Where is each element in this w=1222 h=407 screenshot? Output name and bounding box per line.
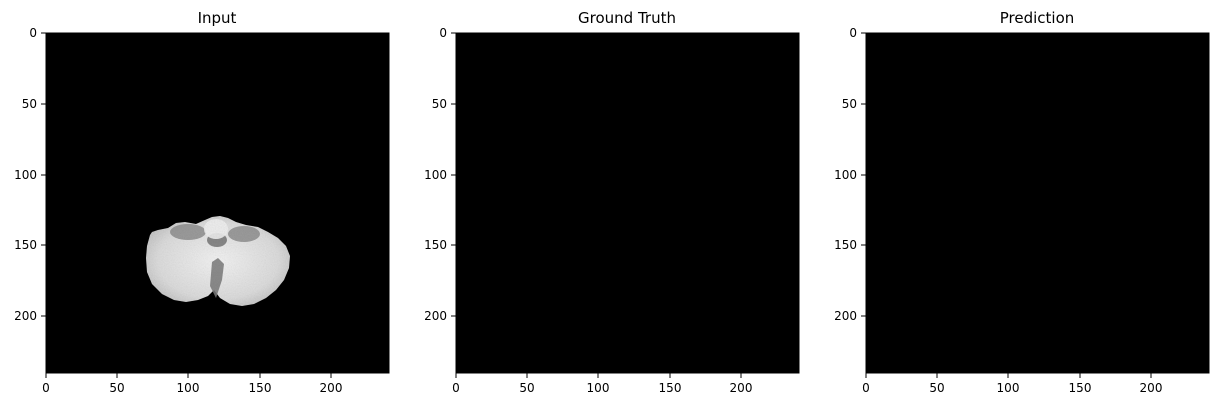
y-tick-label: 50 <box>22 97 37 111</box>
y-tick-label: 100 <box>834 168 857 182</box>
y-tick-label: 0 <box>849 26 857 40</box>
x-tick-label: 50 <box>109 381 124 395</box>
x-tick-label: 50 <box>929 381 944 395</box>
prediction-x-axis: 0 50 100 150 200 <box>862 373 1162 395</box>
y-tick-label: 0 <box>439 26 447 40</box>
prediction-axes-frame <box>865 32 1210 374</box>
x-tick-label: 150 <box>1069 381 1092 395</box>
x-tick-label: 50 <box>519 381 534 395</box>
y-tick-label: 200 <box>424 309 447 323</box>
x-tick-label: 100 <box>587 381 610 395</box>
panel-title-prediction: Prediction <box>1000 9 1075 27</box>
input-axes-frame <box>45 32 390 374</box>
x-tick-label: 0 <box>862 381 870 395</box>
ground-truth-x-axis: 0 50 100 150 200 <box>452 373 752 395</box>
panel-ground-truth: Ground Truth 0 50 100 150 200 0 50 100 1… <box>424 9 800 395</box>
y-tick-label: 150 <box>14 238 37 252</box>
y-tick-label: 100 <box>14 168 37 182</box>
ground-truth-axes-frame <box>455 32 800 374</box>
ground-truth-y-axis: 0 50 100 150 200 <box>424 26 456 323</box>
panel-title-ground-truth: Ground Truth <box>578 9 676 27</box>
x-tick-label: 150 <box>659 381 682 395</box>
x-tick-label: 0 <box>42 381 50 395</box>
x-tick-label: 150 <box>249 381 272 395</box>
input-x-axis: 0 50 100 150 200 <box>42 373 342 395</box>
x-tick-label: 0 <box>452 381 460 395</box>
y-tick-label: 50 <box>432 97 447 111</box>
input-image <box>46 33 389 373</box>
panel-input: Input 0 50 100 150 200 <box>14 9 390 395</box>
y-tick-label: 200 <box>14 309 37 323</box>
y-tick-label: 50 <box>842 97 857 111</box>
input-y-axis: 0 50 100 150 200 <box>14 26 46 323</box>
x-tick-label: 100 <box>177 381 200 395</box>
panel-prediction: Prediction 0 50 100 150 200 0 50 100 150… <box>834 9 1210 395</box>
y-tick-label: 150 <box>424 238 447 252</box>
x-tick-label: 200 <box>730 381 753 395</box>
prediction-image <box>866 33 1209 373</box>
ground-truth-image <box>456 33 799 373</box>
x-tick-label: 100 <box>997 381 1020 395</box>
panel-title-input: Input <box>198 9 237 27</box>
y-tick-label: 200 <box>834 309 857 323</box>
prediction-y-axis: 0 50 100 150 200 <box>834 26 866 323</box>
brain-slice-image <box>146 216 290 306</box>
y-tick-label: 0 <box>29 26 37 40</box>
y-tick-label: 100 <box>424 168 447 182</box>
y-tick-label: 150 <box>834 238 857 252</box>
x-tick-label: 200 <box>320 381 343 395</box>
x-tick-label: 200 <box>1140 381 1163 395</box>
